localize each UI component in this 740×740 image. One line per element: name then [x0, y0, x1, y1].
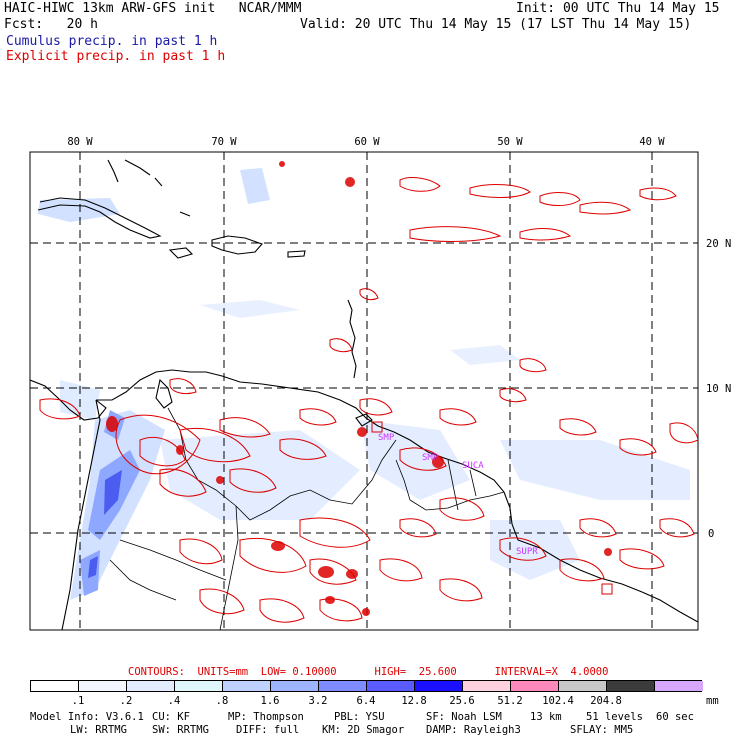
footer-resolution: 13 km [530, 711, 562, 723]
colorbar-segment [655, 681, 703, 691]
colorbar-tick-label: .1 [71, 695, 85, 707]
coastlines [30, 159, 698, 630]
footer-diff: DIFF: full [236, 724, 300, 736]
station-markers: SMP SMP SUCA SUPR [371, 421, 613, 595]
colorbar-segment [79, 681, 127, 691]
station-box [601, 583, 613, 595]
footer-cu: CU: KF [152, 711, 190, 723]
station-box [371, 421, 383, 433]
colorbar-segment [367, 681, 415, 691]
colorbar-tick-label: 12.8 [401, 695, 427, 707]
lat-label-0: 0 [708, 528, 714, 540]
colorbar-tick-label: 102.4 [542, 695, 574, 707]
footer-timestep: 60 sec [656, 711, 694, 723]
footer-model-info: Model Info: V3.6.1 [30, 711, 144, 723]
lat-label-10n: 10 N [706, 383, 731, 395]
colorbar-segment [175, 681, 223, 691]
explicit-precip-contours [39, 177, 698, 623]
colorbar-segment [607, 681, 655, 691]
colorbar-tick-label: 1.6 [260, 695, 280, 707]
colorbar-segment [319, 681, 367, 691]
footer-km: KM: 2D Smagor [322, 724, 405, 736]
footer-sf: SF: Noah LSM [426, 711, 502, 723]
colorbar [30, 680, 703, 692]
colorbar-tick-label: .2 [119, 695, 133, 707]
latlon-grid [30, 152, 698, 630]
colorbar-segment [271, 681, 319, 691]
precip-map: 80 W 70 W 60 W 50 W 40 W 20 N 10 N 0 SMP… [29, 136, 731, 631]
footer-sflay: SFLAY: MM5 [570, 724, 634, 736]
footer-sw: SW: RRTMG [152, 724, 209, 736]
map-frame [29, 151, 699, 631]
footer-mp: MP: Thompson [228, 711, 304, 723]
colorbar-segment [127, 681, 175, 691]
lon-label-40w: 40 W [639, 136, 665, 148]
colorbar-tick-label: .8 [215, 695, 229, 707]
latitude-labels: 20 N 10 N 0 [706, 238, 731, 540]
colorbar-tick-label: 25.6 [449, 695, 475, 707]
field-label-explicit: Explicit precip. in past 1 h [6, 49, 226, 64]
contours-info: CONTOURS: UNITS=mm LOW= 0.10000 HIGH= 25… [128, 666, 609, 678]
colorbar-tick-label: 204.8 [590, 695, 622, 707]
colorbar-segment [511, 681, 559, 691]
station-label-supr: SUPR [516, 547, 538, 557]
lon-label-70w: 70 W [211, 136, 237, 148]
footer-damp: DAMP: Rayleigh3 [426, 724, 521, 736]
colorbar-tick-label: .4 [167, 695, 181, 707]
colorbar-tick-label: 51.2 [497, 695, 523, 707]
lon-label-80w: 80 W [67, 136, 93, 148]
station-label-smp-2: SMP [422, 453, 439, 463]
colorbar-segment [415, 681, 463, 691]
forecast-hour: Fcst: 20 h [4, 17, 98, 32]
plot-title: HAIC-HIWC 13km ARW-GFS init NCAR/MMM [4, 1, 302, 16]
cumulus-precip-intense [88, 470, 122, 578]
colorbar-segment [559, 681, 607, 691]
lat-label-20n: 20 N [706, 238, 731, 250]
station-label-smp-1: SMP [378, 433, 395, 443]
station-label-suca: SUCA [462, 461, 484, 471]
footer-lw: LW: RRTMG [70, 724, 127, 736]
colorbar-tick-label: 3.2 [308, 695, 328, 707]
field-label-cumulus: Cumulus precip. in past 1 h [6, 34, 218, 49]
valid-time: Valid: 20 UTC Thu 14 May 15 (17 LST Thu … [300, 17, 692, 32]
colorbar-unit: mm [706, 695, 719, 707]
colorbar-segment [223, 681, 271, 691]
longitude-labels: 80 W 70 W 60 W 50 W 40 W [67, 136, 665, 148]
explicit-precip-heavy-fill [106, 161, 612, 616]
lon-label-60w: 60 W [354, 136, 380, 148]
colorbar-tick-label: 6.4 [356, 695, 376, 707]
colorbar-segment [463, 681, 511, 691]
init-time: Init: 00 UTC Thu 14 May 15 [516, 1, 720, 16]
footer-pbl: PBL: YSU [334, 711, 385, 723]
footer-levels: 51 levels [586, 711, 643, 723]
colorbar-segment [31, 681, 79, 691]
political-boundaries [109, 407, 505, 630]
lon-label-50w: 50 W [497, 136, 523, 148]
